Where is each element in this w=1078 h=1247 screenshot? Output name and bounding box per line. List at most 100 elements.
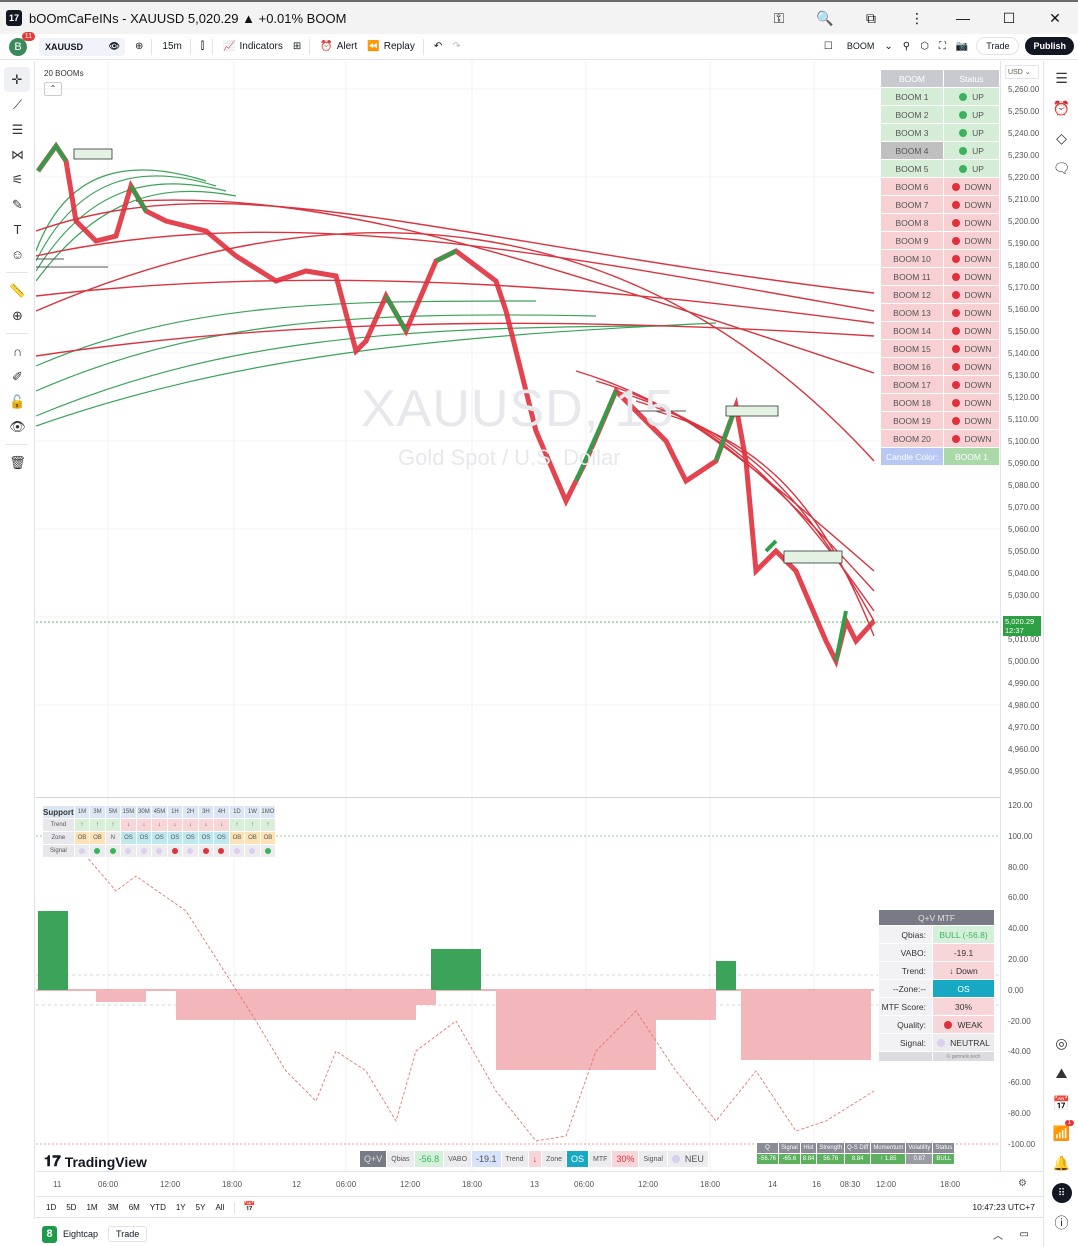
zone-value: OS [932,979,995,998]
lock-drawing-icon[interactable]: ✐ [12,368,23,384]
tradingview-logo[interactable]: 𝟏𝟕 TradingView [44,1153,147,1170]
layout-checkbox-icon[interactable]: ☐ [823,40,833,52]
chart-canvas[interactable]: XAUUSD, 15 Gold Spot / U.S. Dollar 20 BO… [36,61,1000,1171]
range-button-1m[interactable]: 1M [86,1202,98,1212]
layout-name[interactable]: BOOM [846,41,875,51]
pattern-icon[interactable]: ⋈ [11,146,24,162]
snapshot-icon[interactable]: 📷 [955,40,969,52]
lock-icon[interactable]: 🔓 [9,393,26,409]
green-dot-icon [264,847,271,854]
range-button-5d[interactable]: 5D [66,1202,77,1212]
status-text: UP [972,127,984,138]
goto-date-icon[interactable]: 📅 [234,1201,256,1213]
range-button-ytd[interactable]: YTD [149,1202,166,1212]
zoom-in-icon[interactable]: ⊕ [12,307,23,323]
undo-icon[interactable]: ↶ [433,41,443,52]
maximize-panel-icon[interactable]: ▭ [1019,1228,1029,1240]
broker-trade-button[interactable]: Trade [108,1226,148,1242]
symbol-search[interactable]: XAUUSD 👁 [39,37,125,56]
replay-button[interactable]: ⏪ Replay [367,41,415,52]
key-icon[interactable]: ⚿ [773,9,785,26]
status-text: UP [972,91,984,102]
time-axis[interactable]: 11 06:00 12:00 18:00 12 06:00 12:00 18:00 13 06:0… [36,1171,1043,1195]
alert-button[interactable]: ⏰ Alert [320,41,357,52]
clock[interactable]: 10:47:23 UTC+7 [972,1202,1035,1212]
zone-cell: OB [228,831,246,845]
eye-icon[interactable]: 👁 [9,418,26,434]
crosshair-icon[interactable]: ✛ [4,67,30,92]
axis-settings-icon[interactable]: ⚙ [1018,1178,1027,1189]
range-button-1y[interactable]: 1Y [175,1202,186,1212]
zone-cell: N [104,831,122,845]
status-text: UP [972,109,984,120]
magnet-icon[interactable]: ∩ [12,344,23,359]
chat-icon[interactable]: 🗨 [1052,159,1071,176]
stats-header: Momentum [870,1142,907,1154]
candles-icon[interactable]: ⫿ [200,41,205,52]
publish-button[interactable]: Publish [1025,37,1074,55]
boom-name: BOOM 20 [880,429,944,448]
range-button-5y[interactable]: 5Y [195,1202,206,1212]
trade-button[interactable]: Trade [976,37,1020,55]
eye-icon[interactable]: 👁 [108,41,120,51]
price-axis[interactable]: USD ⌄ 5,260.00 5,250.00 5,240.00 5,230.00 5,… [1000,61,1043,1171]
pane-divider[interactable] [36,797,1000,798]
ruler-icon[interactable]: 📏 [9,282,26,298]
collapse-legend-button[interactable]: ⌃ [44,82,62,96]
currency-select[interactable]: USD ⌄ [1005,65,1039,79]
templates-icon[interactable]: ⊞ [292,41,302,52]
emoji-icon[interactable]: ☺ [10,247,25,262]
divider [189,38,191,55]
settings-icon[interactable]: ⬡ [920,40,929,52]
redo-icon[interactable]: ↷ [452,41,461,52]
price-label: 5,010.00 [1008,635,1040,644]
more-menu-icon[interactable]: ⋮ [910,9,924,26]
close-button[interactable]: ✕ [1049,9,1061,26]
range-button-6m[interactable]: 6M [128,1202,140,1212]
compare-add-icon[interactable]: ⊕ [135,41,144,52]
maximize-button[interactable]: ☐ [1002,9,1016,26]
window-title: bOOmCaFeINs - XAUUSD 5,020.29 ▲ +0.01% B… [29,10,347,26]
zoom-out-icon[interactable]: 🔍 [816,9,834,26]
chevron-down-icon[interactable]: ⌄ [884,40,893,52]
brush-icon[interactable]: ✎ [12,196,23,212]
notification-bell-icon[interactable]: 🔔 [1052,1154,1071,1171]
help-icon[interactable]: ⓘ [1054,1215,1069,1231]
extension-icon[interactable]: ⧉ [866,9,876,26]
oscillator-label: 100.00 [1008,831,1033,841]
boom-status: UP [943,123,1000,142]
range-button-1d[interactable]: 1D [46,1202,57,1212]
boom-name: BOOM 12 [880,285,944,304]
target-icon[interactable]: ◎ [1055,1034,1068,1051]
ideas-icon[interactable]: ⛰ [1055,1064,1068,1081]
trash-icon[interactable]: 🗑 [9,454,26,470]
boom-status: DOWN [943,249,1000,268]
broker-name[interactable]: Eightcap [63,1229,99,1239]
range-button-3m[interactable]: 3M [107,1202,119,1212]
forecast-icon[interactable]: ⚟ [11,171,24,187]
calendar-icon[interactable]: 📅 [1052,1094,1071,1111]
indicators-button[interactable]: 📈 Indicators [223,41,283,52]
user-avatar[interactable]: B 11 [9,31,35,56]
boom-name: BOOM 3 [880,123,944,142]
minimize-button[interactable]: — [956,10,970,26]
qv-summary-bar: Q+V Qbias -56.8 VABO -19.1 Trend ↓ Zone … [360,1151,709,1167]
apps-grid-icon[interactable]: ⠿ [1044,1178,1078,1208]
quick-search-icon[interactable]: ⚲ [902,40,911,52]
text-icon[interactable]: T [13,222,22,237]
range-button-all[interactable]: All [215,1202,225,1212]
fullscreen-icon[interactable]: ⛶ [938,40,946,52]
right-sidebar: ☰ ⏰ ◇ 🗨 ◎ ⛰ 📅 📶 1 🔔 ⠿ ⓘ [1043,61,1078,1247]
quality-value: WEAK [932,1015,995,1034]
chevron-up-icon[interactable]: ︿ [993,1230,1003,1242]
interval-button[interactable]: 15m [162,41,182,52]
trendline-icon[interactable]: ⟋ [12,96,23,112]
watchlist-icon[interactable]: ☰ [1055,69,1068,86]
indicator-legend[interactable]: 20 BOOMs [44,69,84,78]
broadcast-icon[interactable]: 📶 1 [1044,1118,1078,1148]
fib-icon[interactable]: ☰ [11,121,24,137]
alarm-clock-icon[interactable]: ⏰ [1052,99,1071,116]
layers-icon[interactable]: ◇ [1056,129,1067,146]
divider [309,38,311,55]
red-dot-icon [951,254,960,263]
